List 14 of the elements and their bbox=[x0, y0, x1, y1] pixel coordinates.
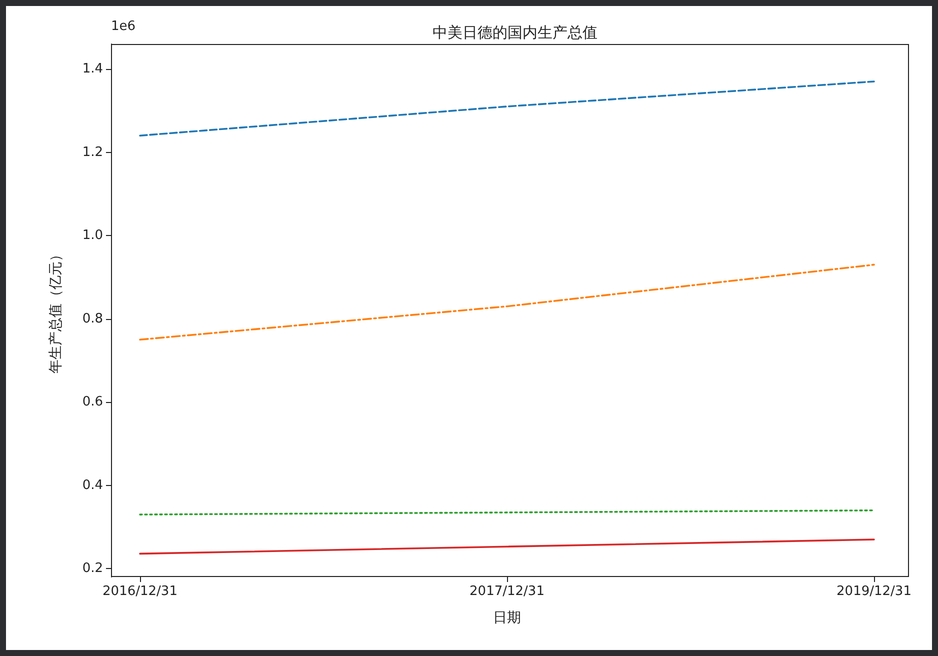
chart-title: 中美日德的国内生产总值 bbox=[432, 24, 598, 42]
y-tick-label: 0.6 bbox=[82, 394, 103, 410]
x-tick-label: 2016/12/31 bbox=[102, 584, 178, 599]
y-tick-label: 0.4 bbox=[82, 478, 103, 493]
x-tick-label: 2019/12/31 bbox=[836, 584, 912, 599]
y-tick-label: 1.0 bbox=[82, 228, 103, 244]
x-axis-title: 日期 bbox=[493, 610, 521, 626]
y-tick-label: 1.2 bbox=[82, 144, 103, 160]
text: 1e6 bbox=[111, 19, 136, 34]
y-tick-label: 0.8 bbox=[82, 311, 103, 326]
y-axis-title: 年生产总值（亿元） bbox=[48, 248, 64, 374]
y-tick-label: 0.2 bbox=[82, 561, 103, 576]
x-tick-label: 2017/12/31 bbox=[470, 584, 544, 599]
y-tick-label: 1.4 bbox=[82, 61, 103, 76]
